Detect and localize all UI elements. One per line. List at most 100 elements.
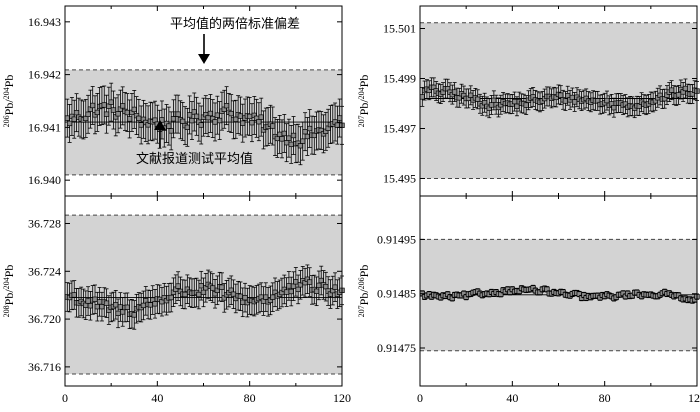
data-point [108, 99, 114, 105]
data-point [304, 133, 311, 140]
data-point [558, 92, 564, 98]
data-point [187, 112, 193, 118]
data-point [286, 283, 292, 289]
arrow-down-icon [198, 54, 210, 64]
data-point [99, 303, 105, 310]
y-tick-label: 0.91485 [377, 287, 416, 301]
data-point [286, 135, 292, 141]
data-point [71, 292, 77, 298]
panel-top-left: 16.940 16.941 16.942 16.943 206Pb/204Pb 平均值的两… [2, 5, 345, 197]
data-point [115, 111, 121, 117]
data-point [256, 119, 262, 125]
data-point [475, 96, 481, 102]
data-point [103, 111, 110, 117]
data-point [562, 98, 569, 104]
data-point [113, 302, 119, 308]
data-point [468, 92, 474, 98]
data-point [511, 98, 518, 105]
data-point [283, 289, 290, 295]
data-point [180, 118, 186, 125]
y-axis-label: 206Pb/204Pb [2, 75, 16, 128]
data-point [182, 291, 188, 298]
data-point [288, 288, 294, 295]
data-point [64, 115, 70, 121]
data-point [198, 283, 204, 289]
data-point [92, 296, 98, 302]
panel-bottom-right: 0.91475 0.91485 0.91495 0 40 80 120 207Pb/206Pb [357, 195, 700, 405]
data-point [419, 94, 425, 100]
data-point [212, 119, 218, 125]
data-point [175, 283, 181, 289]
y-tick-label: 36.720 [28, 312, 61, 326]
data-point [85, 298, 91, 304]
y-tick-label: 36.724 [28, 264, 61, 278]
data-point [96, 299, 103, 305]
data-point [290, 132, 297, 139]
data-point [138, 122, 144, 128]
data-point [263, 294, 269, 300]
data-point [332, 284, 338, 290]
data-point [219, 284, 225, 290]
data-point [270, 123, 276, 129]
data-point [103, 300, 110, 306]
data-point [302, 129, 308, 135]
y-tick-label: 0.91475 [377, 341, 416, 355]
data-point [214, 112, 221, 118]
y-tick-label: 36.716 [28, 360, 61, 374]
data-point [94, 304, 100, 310]
data-point [120, 309, 126, 315]
data-point [307, 125, 313, 132]
data-point [223, 103, 230, 109]
data-point [131, 106, 137, 113]
data-point [210, 285, 216, 291]
x-tick-label: 80 [599, 391, 611, 405]
data-point [71, 116, 77, 122]
data-point [611, 105, 617, 111]
x-tick-label: 40 [506, 391, 518, 405]
data-point [136, 115, 142, 122]
data-point [316, 282, 322, 289]
data-point [233, 116, 239, 122]
arrow-up-icon [154, 120, 166, 130]
data-point [240, 299, 246, 305]
data-point [491, 97, 497, 104]
data-point [313, 288, 320, 294]
data-point [240, 120, 246, 126]
y-tick-label: 15.501 [383, 22, 416, 36]
data-point [168, 294, 174, 301]
data-point [200, 289, 207, 296]
data-point [66, 120, 73, 127]
data-point [147, 302, 154, 308]
data-point [569, 94, 575, 101]
annotation-reference-mean: 文献报道测试平均值 [136, 151, 253, 167]
data-point [514, 103, 520, 109]
data-point [290, 283, 297, 289]
data-point [572, 99, 578, 105]
data-point [288, 141, 294, 148]
data-point [249, 120, 255, 126]
data-point [90, 102, 96, 109]
data-point [152, 301, 158, 307]
y-tick-label: 16.943 [28, 15, 61, 29]
data-point [189, 117, 195, 124]
data-point [87, 303, 94, 309]
data-point [166, 123, 172, 129]
data-point [126, 116, 133, 122]
x-tick-label: 40 [151, 391, 163, 405]
data-point [668, 87, 675, 93]
data-point [295, 286, 301, 293]
data-point [258, 114, 264, 120]
data-point [124, 304, 130, 310]
data-point [277, 131, 283, 138]
y-axis-label: 207Pb/206Pb [357, 265, 371, 318]
data-point [198, 122, 204, 128]
data-point [323, 283, 329, 290]
data-point [217, 117, 223, 124]
data-point [300, 138, 306, 144]
x-tick-label: 0 [62, 391, 68, 405]
data-point [191, 109, 197, 115]
data-point [281, 130, 287, 137]
annotation-two-sd: 平均值的两倍标准偏差 [170, 16, 300, 32]
data-point [279, 136, 285, 142]
x-tick-label: 80 [244, 391, 256, 405]
